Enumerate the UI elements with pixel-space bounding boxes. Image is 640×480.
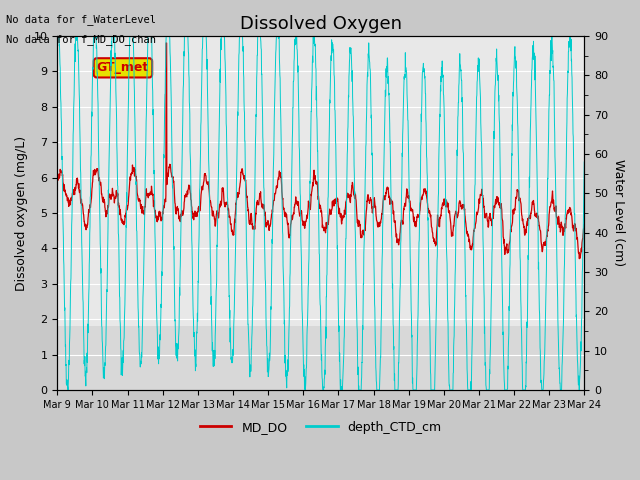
Y-axis label: Dissolved oxygen (mg/L): Dissolved oxygen (mg/L) [15, 135, 28, 290]
Text: GT_met: GT_met [97, 61, 149, 74]
Legend: MD_DO, depth_CTD_cm: MD_DO, depth_CTD_cm [195, 416, 447, 439]
Text: No data for f_MD_DO_chan: No data for f_MD_DO_chan [6, 34, 156, 45]
Bar [57, 36, 584, 326]
Title: Dissolved Oxygen: Dissolved Oxygen [240, 15, 402, 33]
Y-axis label: Water Level (cm): Water Level (cm) [612, 159, 625, 266]
Text: No data for f_WaterLevel: No data for f_WaterLevel [6, 14, 156, 25]
